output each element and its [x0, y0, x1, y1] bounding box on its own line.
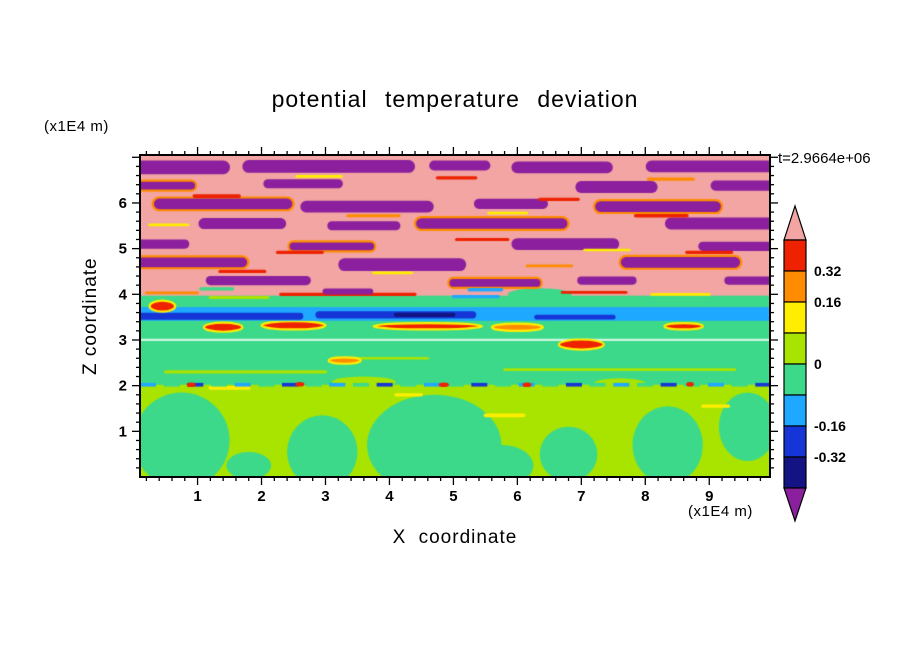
colorbar-segment: [783, 239, 807, 272]
x-tick-label: 8: [641, 488, 649, 505]
x-tick-label: 4: [385, 488, 394, 505]
chart-title: potential temperature deviation: [271, 86, 639, 112]
colorbar-segment: [783, 332, 807, 365]
y-tick-label: 3: [119, 332, 127, 349]
colorbar-segment: [783, 394, 807, 427]
colorbar-label: 0: [814, 356, 822, 372]
y-tick-label: 5: [119, 241, 127, 258]
colorbar-segment: [783, 363, 807, 396]
colorbar-segment: [783, 270, 807, 303]
y-tick-label: 6: [119, 195, 127, 212]
colorbar-label: -0.16: [814, 418, 846, 434]
x-tick-label: 6: [513, 488, 521, 505]
y-tick-label: 2: [119, 378, 127, 395]
z-axis-unit: (x1E4 m): [44, 118, 109, 135]
z-axis-title: Z coordinate: [80, 257, 101, 375]
colorbar-label: 0.16: [814, 294, 841, 310]
colorbar-segment: [783, 301, 807, 334]
colorbar-label: 0.32: [814, 263, 841, 279]
y-tick-label: 1: [119, 423, 127, 440]
colorbar-label: -0.32: [814, 449, 846, 465]
x-tick-label: 7: [577, 488, 585, 505]
contour-field: [140, 155, 770, 477]
colorbar-arrow-bottom: [783, 487, 807, 523]
x-tick-label: 3: [321, 488, 329, 505]
colorbar-segment: [783, 456, 807, 489]
colorbar-arrow-top: [783, 204, 807, 241]
x-axis-title: X coordinate: [392, 527, 518, 548]
x-axis-unit: (x1E4 m): [688, 503, 753, 520]
x-tick-label: 1: [193, 488, 201, 505]
colorbar-segment: [783, 425, 807, 458]
y-tick-label: 4: [119, 286, 128, 303]
x-tick-label: 2: [257, 488, 265, 505]
time-label: t=2.9664e+06: [778, 150, 871, 167]
x-tick-label: 5: [449, 488, 457, 505]
